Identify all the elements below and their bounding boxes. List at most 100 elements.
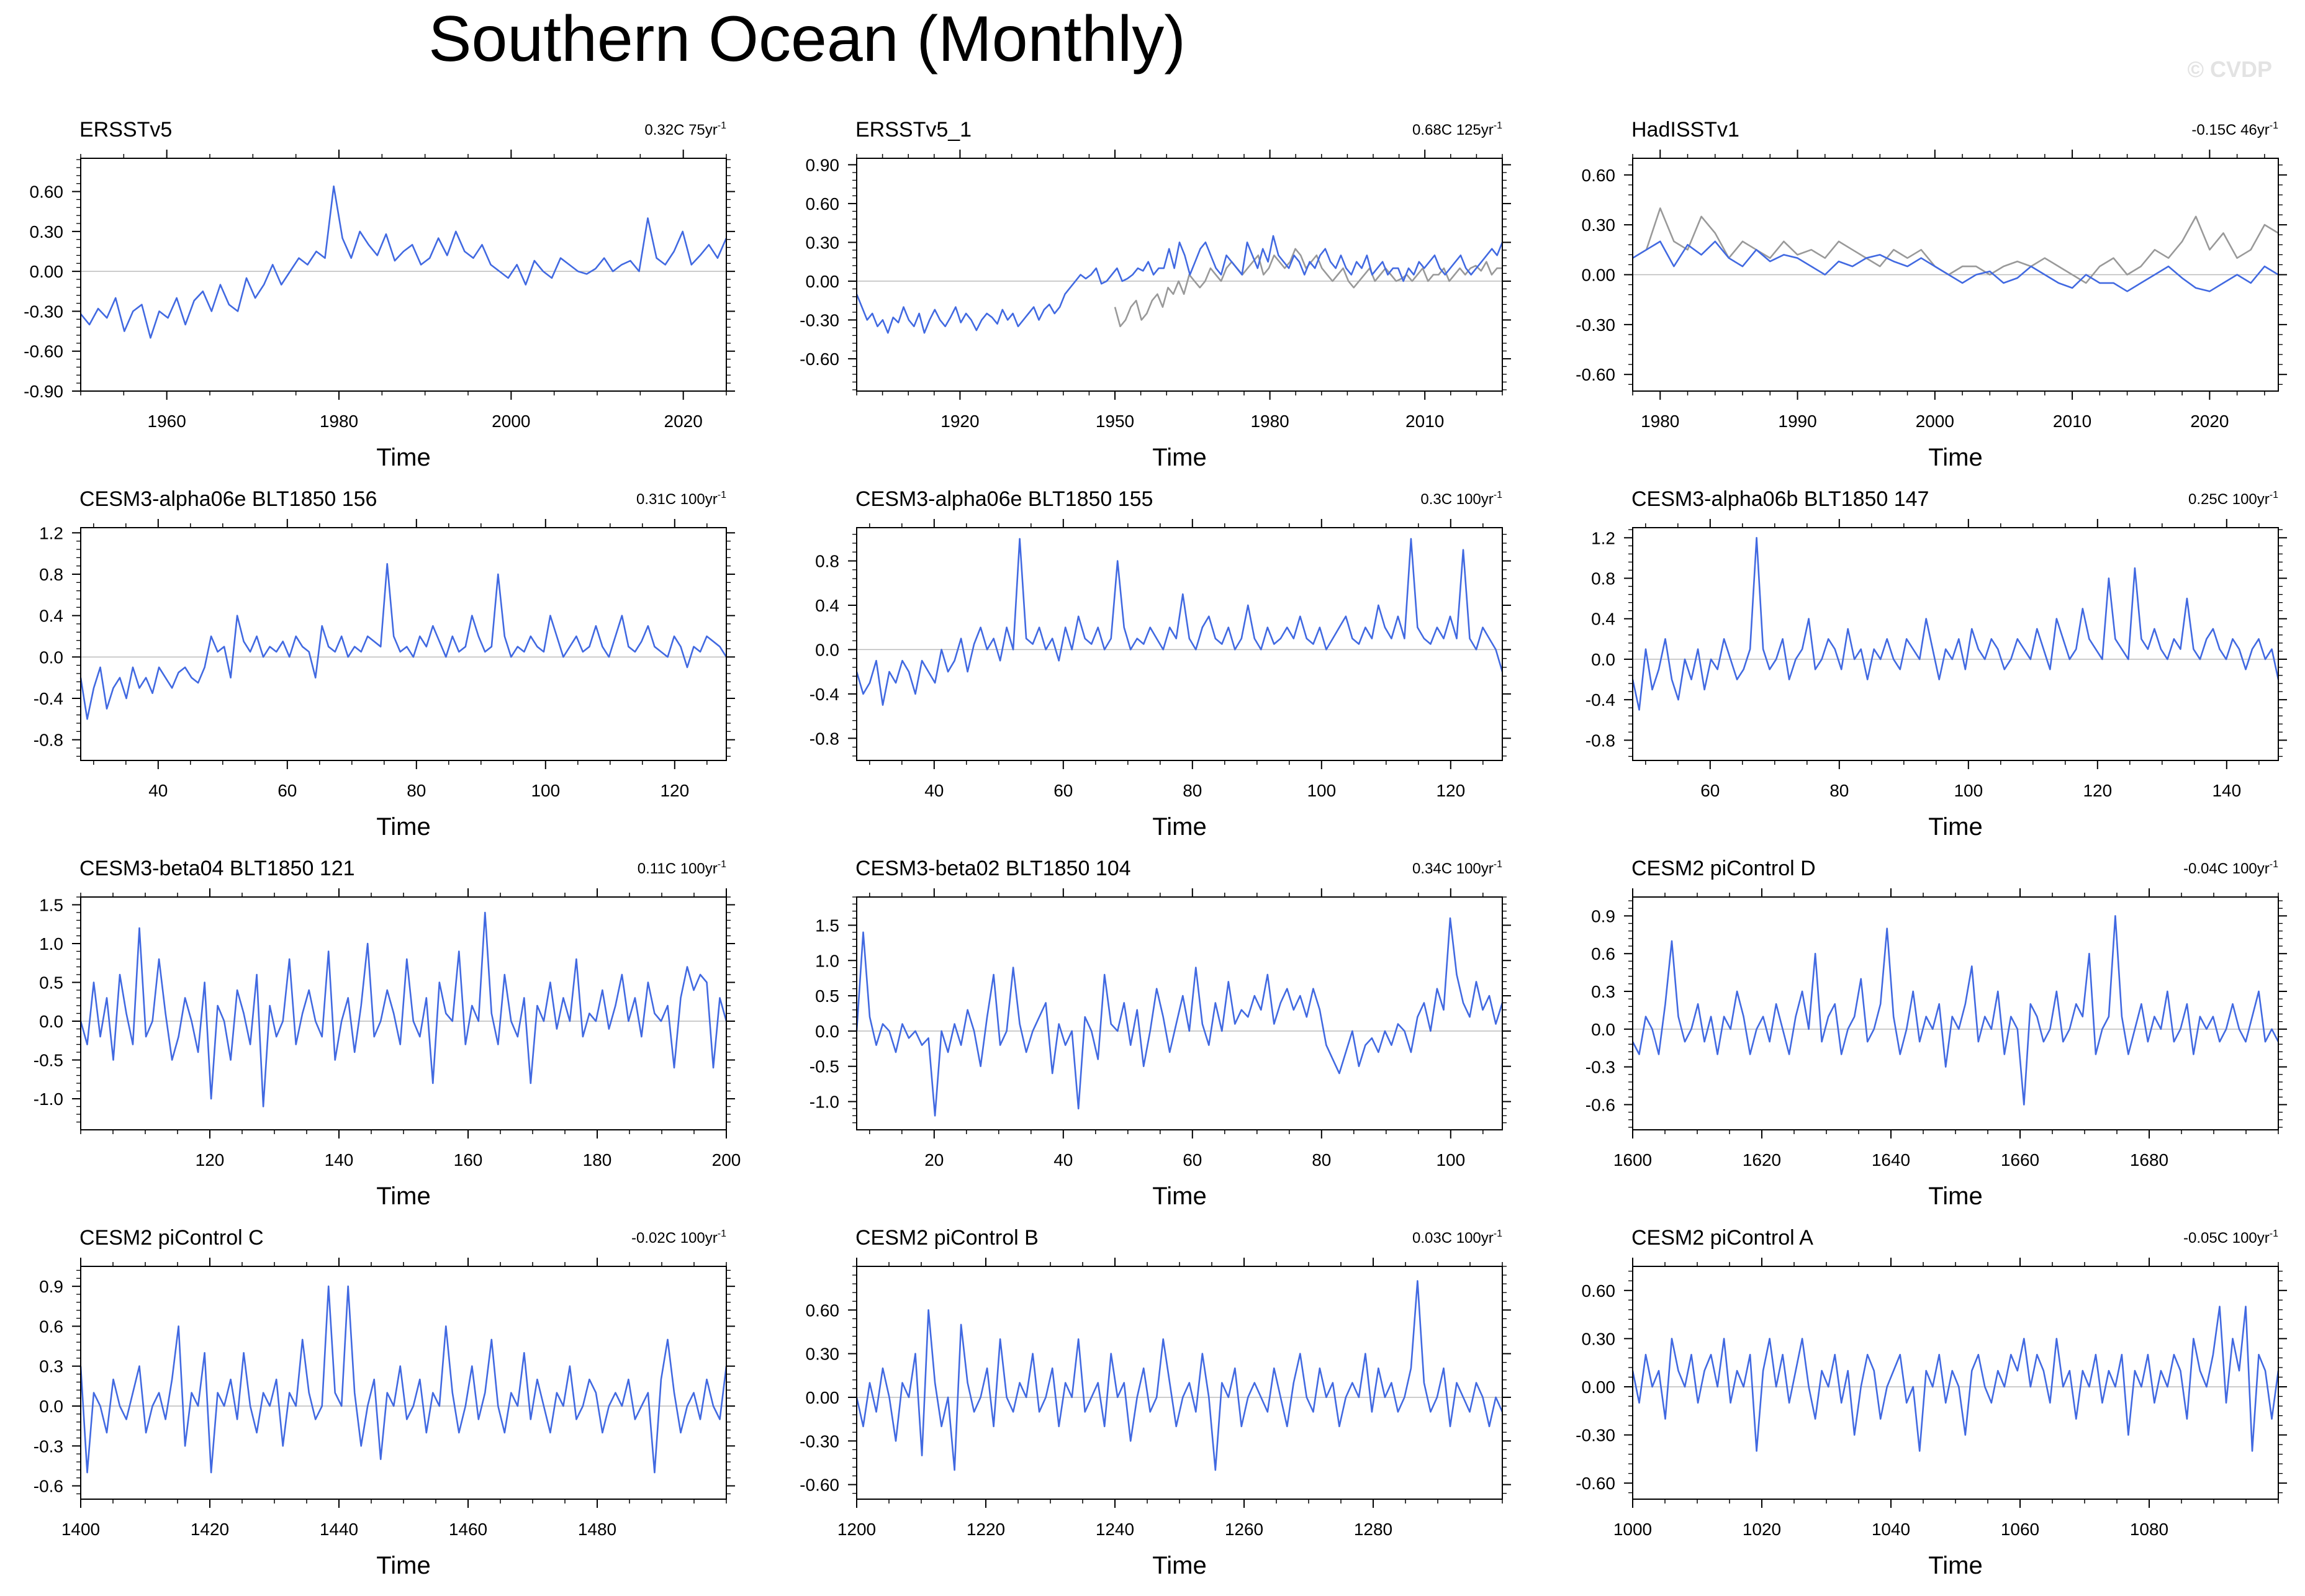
y-tick-label: 0.0 (39, 647, 63, 667)
panel-title: ERSSTv5 (79, 118, 172, 142)
x-tick-label: 1280 (1354, 1520, 1392, 1539)
panel-title: CESM2 piControl D (1631, 857, 1816, 880)
y-tick-label: 0.0 (39, 1397, 63, 1416)
x-axis-label: Time (376, 1552, 430, 1579)
y-tick-label: -0.4 (810, 685, 839, 704)
y-tick-label: -0.3 (1586, 1058, 1615, 1077)
y-tick-label: -0.60 (1576, 365, 1615, 384)
y-tick-label: 1.2 (1591, 528, 1615, 548)
y-tick-label: -0.30 (800, 310, 839, 330)
trend-label: 0.3C 100yr-1 (1420, 490, 1502, 508)
plot-frame (1632, 896, 2279, 1130)
y-tick-label: 1.2 (39, 523, 63, 543)
y-tick-label: -0.90 (24, 382, 63, 401)
chart-panel-12: CESM2 piControl A -0.05C 100yr-1 1000 1020 1… (1576, 1226, 2287, 1579)
chart-panel-3: HadISSTv1 -0.15C 46yr-1 1980 1990 2000 2010 20… (1576, 118, 2287, 471)
x-axis-label: Time (1928, 444, 1982, 471)
series-line (1631, 1305, 2280, 1452)
y-tick-label: 0.9 (1591, 906, 1615, 926)
y-tick-label: 0.00 (806, 1388, 840, 1407)
y-tick-label: 0.3 (39, 1357, 63, 1376)
series-line (855, 1280, 1504, 1471)
series-line (79, 1285, 728, 1474)
y-tick-label: -0.4 (1586, 690, 1615, 710)
x-tick-label: 2010 (1405, 412, 1444, 431)
chart-panel-6: CESM3-alpha06b BLT1850 147 0.25C 100yr-1 6… (1586, 487, 2287, 841)
panel-title: CESM3-alpha06e BLT1850 155 (855, 487, 1153, 511)
y-tick-label: 1.5 (39, 896, 63, 915)
y-tick-label: 0.30 (806, 1345, 840, 1364)
y-tick-label: -0.60 (24, 342, 63, 361)
trend-label: 0.68C 125yr-1 (1412, 120, 1502, 138)
y-tick-label: 0.60 (806, 194, 840, 214)
x-tick-label: 1260 (1225, 1520, 1263, 1539)
y-tick-label: 0.30 (1582, 215, 1616, 235)
y-tick-label: 0.0 (815, 1022, 839, 1041)
x-tick-label: 2020 (664, 412, 703, 431)
plot-frame (80, 158, 727, 392)
x-tick-label: 2000 (492, 412, 530, 431)
x-tick-label: 40 (1053, 1150, 1073, 1170)
chart-panel-1: ERSSTv5 0.32C 75yr-1 1960 1980 2000 2020 -0.90… (24, 118, 735, 471)
x-tick-label: 100 (1436, 1150, 1465, 1170)
y-tick-label: -0.8 (1586, 731, 1615, 750)
x-tick-label: 60 (1053, 781, 1073, 800)
x-tick-label: 1060 (2001, 1520, 2039, 1539)
x-tick-label: 100 (531, 781, 560, 800)
x-tick-label: 1980 (1641, 412, 1679, 431)
x-tick-label: 1680 (2130, 1150, 2168, 1170)
y-tick-label: 0.30 (30, 222, 64, 241)
trend-label: -0.05C 100yr-1 (2183, 1229, 2278, 1247)
y-tick-label: 0.8 (815, 552, 839, 571)
y-tick-label: -0.8 (810, 729, 839, 748)
x-tick-label: 1960 (148, 412, 186, 431)
panel-title: HadISSTv1 (1631, 118, 1739, 142)
x-tick-label: 140 (2212, 781, 2241, 800)
y-tick-label: 1.0 (39, 934, 63, 954)
chart-panel-11: CESM2 piControl B 0.03C 100yr-1 1200 1220 12… (800, 1226, 1511, 1579)
y-tick-label: 0.00 (30, 262, 64, 281)
x-axis-label: Time (1928, 1552, 1982, 1579)
x-tick-label: 80 (1829, 781, 1849, 800)
x-tick-label: 160 (454, 1150, 483, 1170)
x-tick-label: 1200 (837, 1520, 876, 1539)
y-tick-label: 0.6 (1591, 944, 1615, 963)
y-tick-label: 0.00 (1582, 1377, 1616, 1397)
x-axis-label: Time (1152, 1183, 1206, 1210)
y-tick-label: -1.0 (810, 1093, 839, 1112)
y-tick-label: -0.60 (800, 1476, 839, 1495)
plot-frame (856, 158, 1503, 392)
x-axis-label: Time (1152, 1552, 1206, 1579)
y-tick-label: 0.4 (39, 606, 63, 626)
x-tick-label: 60 (277, 781, 297, 800)
y-tick-label: 0.60 (806, 1301, 840, 1320)
reference-line (1632, 207, 2279, 284)
x-axis-label: Time (376, 444, 430, 471)
x-tick-label: 80 (1183, 781, 1202, 800)
x-tick-label: 1980 (320, 412, 358, 431)
panel-title: CESM2 piControl A (1631, 1226, 1813, 1250)
x-axis-label: Time (1928, 1183, 1982, 1210)
x-tick-label: 1640 (1872, 1150, 1910, 1170)
y-tick-label: 0.0 (1591, 1020, 1615, 1039)
x-axis-label: Time (376, 1183, 430, 1210)
panel-title: ERSSTv5_1 (855, 118, 972, 142)
plot-frame (80, 896, 727, 1130)
y-tick-label: 0.9 (39, 1277, 63, 1296)
x-tick-label: 1950 (1096, 412, 1134, 431)
x-axis-label: Time (1152, 444, 1206, 471)
y-tick-label: 0.60 (1582, 166, 1616, 185)
x-tick-label: 1220 (967, 1520, 1005, 1539)
x-tick-label: 1080 (2130, 1520, 2168, 1539)
y-tick-label: 0.30 (806, 233, 840, 252)
series-line (1631, 536, 2280, 711)
y-tick-label: 0.0 (39, 1012, 63, 1031)
y-tick-label: -0.60 (800, 349, 839, 369)
chart-panel-7: CESM3-beta04 BLT1850 121 0.11C 100yr-1 120… (34, 857, 741, 1210)
y-tick-label: -0.6 (34, 1477, 63, 1496)
reference-line (1114, 248, 1502, 328)
trend-label: 0.32C 75yr-1 (644, 120, 726, 138)
y-tick-label: 0.00 (1582, 266, 1616, 285)
y-tick-label: 1.5 (815, 916, 839, 935)
